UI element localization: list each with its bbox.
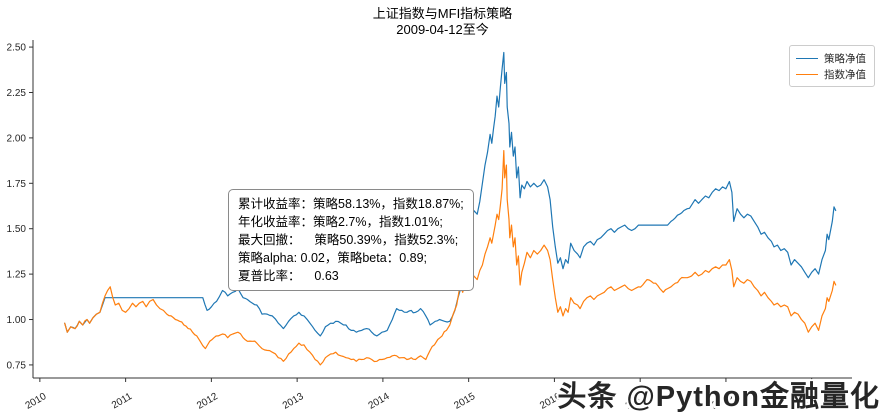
strategy-line [64,51,837,337]
legend-item: 指数净值 [796,66,868,82]
legend: 策略净值 指数净值 [789,45,875,87]
y-tick-label: 2.50 [7,43,27,54]
x-tick-label: 2011 [110,391,135,411]
index-line [64,150,837,366]
x-tick-label: 2010 [24,391,49,412]
chart-subtitle: 2009-04-12至今 [396,22,489,37]
stats-box: 累计收益率：策略58.13%，指数18.87%; 年化收益率：策略2.7%，指数1… [228,189,474,291]
page-title: 上证指数与MFI指标策略 [372,6,513,21]
y-tick-label: 1.75 [7,179,27,190]
y-tick-label: 1.50 [7,224,27,235]
legend-line-swatch [796,57,818,59]
y-tick-label: 2.00 [7,133,27,144]
stats-line: 最大回撤： 策略50.39%，指数52.3%; [238,233,459,247]
y-tick-label: 0.75 [7,360,27,371]
x-tick-label: 2015 [452,391,477,412]
y-tick-label: 2.25 [7,88,27,99]
chart-title-block: 上证指数与MFI指标策略 2009-04-12至今 [33,6,852,38]
y-tick-label: 1.00 [7,315,27,326]
legend-line-swatch [796,73,818,75]
watermark: 头条 @Python金融量化 [557,381,880,413]
stats-line: 累计收益率：策略58.13%，指数18.87%; [238,197,464,211]
stats-line: 年化收益率：策略2.7%，指数1.01%; [238,215,443,229]
x-tick-label: 2014 [367,391,392,412]
x-tick-label: 2013 [281,391,306,412]
stats-line: 策略alpha: 0.02，策略beta：0.89; [238,251,427,265]
legend-item-label: 指数净值 [824,68,866,81]
y-tick-label: 1.25 [7,270,27,281]
x-tick-label: 2012 [195,391,220,412]
legend-item: 策略净值 [796,50,868,66]
legend-item-label: 策略净值 [824,52,866,65]
stats-line: 夏普比率： 0.63 [238,269,339,283]
